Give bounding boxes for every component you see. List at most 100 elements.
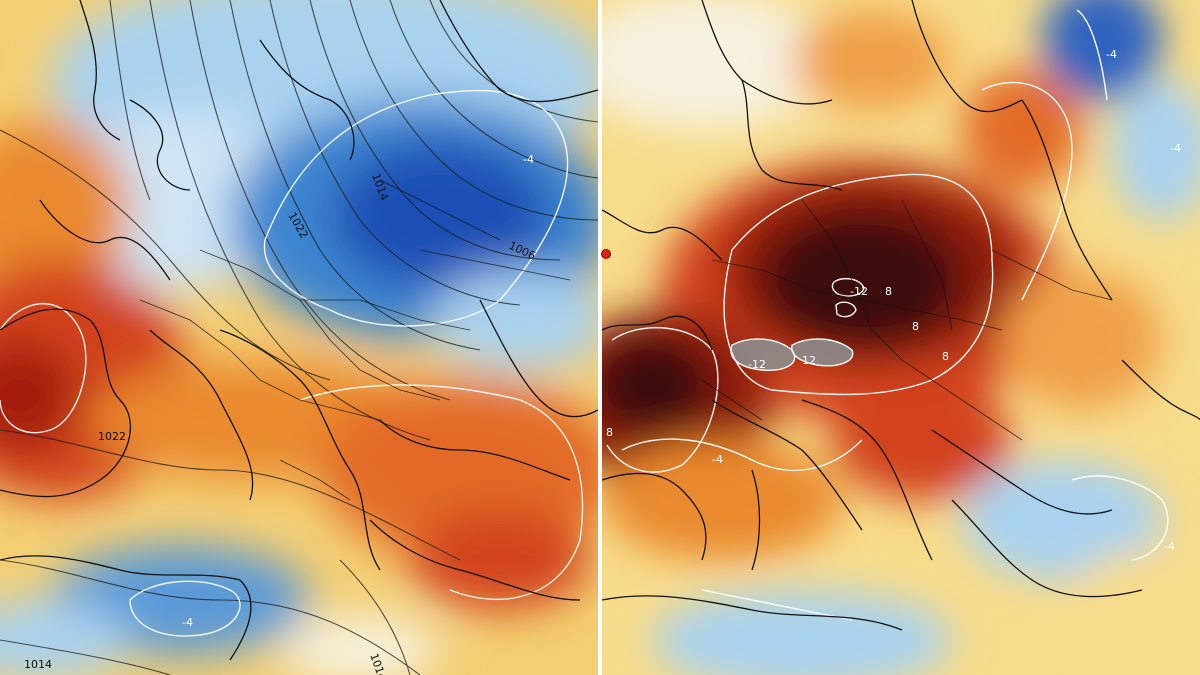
anomaly-contour-4-east <box>981 81 1073 301</box>
border-line <box>961 399 1023 441</box>
panel-divider <box>598 0 602 675</box>
coastline <box>602 209 723 261</box>
isobar-line <box>189 0 451 401</box>
anomaly-contour-8 <box>723 173 994 396</box>
coastline <box>229 579 252 661</box>
right-map-svg: -12 8 12 -12 8 8 8 -4 -4 -4 -4 <box>602 0 1200 675</box>
isobar-line <box>429 0 598 123</box>
anomaly-contour-neg4 <box>1071 475 1169 561</box>
coastline <box>259 39 355 161</box>
border-line <box>701 379 763 421</box>
left-anomaly-contours <box>0 89 584 637</box>
border-line <box>991 249 1113 301</box>
cool-area-southeast <box>962 460 1162 580</box>
coastline <box>1121 359 1200 421</box>
anomaly-contour-12 <box>730 338 796 372</box>
location-marker-icon <box>601 249 611 259</box>
coastline <box>219 329 381 571</box>
extreme-patch <box>791 338 853 366</box>
border-line <box>329 339 441 401</box>
hot-area-south-central <box>832 380 1012 500</box>
border-line <box>279 459 351 501</box>
cool-area-southwest <box>0 600 130 675</box>
anomaly-label: 8 <box>606 426 613 439</box>
isobar-label: 1022 <box>98 430 126 443</box>
left-borders <box>139 179 571 501</box>
coastline <box>149 329 254 501</box>
coastline <box>369 519 581 601</box>
left-isobars <box>0 0 598 675</box>
coastline <box>479 299 598 418</box>
extreme-patch <box>731 338 795 371</box>
anomaly-label: 8 <box>912 320 919 333</box>
cool-area-south <box>652 590 952 675</box>
mild-area-southeast <box>1072 550 1200 650</box>
right-anomaly-contours <box>606 9 1169 621</box>
coastline <box>741 79 843 191</box>
border-line <box>861 299 1003 331</box>
coastline <box>951 499 1143 598</box>
hot-area-turkey <box>410 510 590 610</box>
border-line <box>801 199 873 331</box>
hot-area-northeast <box>962 70 1082 190</box>
very-cold-core <box>330 140 550 290</box>
coastline <box>1021 99 1113 301</box>
border-line <box>379 179 501 241</box>
coastline <box>602 595 903 631</box>
anomaly-label: 12 <box>802 354 816 367</box>
right-coastlines <box>602 0 1200 631</box>
isobar-line <box>229 0 481 351</box>
coastline <box>911 0 1023 113</box>
coastline <box>711 399 863 531</box>
extreme-area-west <box>0 340 80 450</box>
coastline <box>602 315 713 351</box>
anomaly-contour-4 <box>621 438 863 472</box>
right-anomaly-field <box>602 0 1200 675</box>
coastline <box>379 419 571 481</box>
coastline <box>801 399 933 561</box>
anomaly-contour-warm-east <box>299 384 584 601</box>
right-borders <box>701 199 1113 441</box>
isobar-line <box>0 429 461 561</box>
anomaly-label: -12 <box>748 358 766 371</box>
left-map-svg: 1014 1022 1006 1014 1014 1022 -4 -4 <box>0 0 598 675</box>
isobar-line <box>0 639 171 675</box>
anomaly-contour-12 <box>835 301 857 318</box>
coastline <box>0 308 132 498</box>
anomaly-contour-8-west <box>606 327 719 473</box>
isobar-line <box>149 0 431 441</box>
anomaly-label: -4 <box>712 453 723 466</box>
anomaly-label: -12 <box>850 285 868 298</box>
border-line <box>871 329 963 401</box>
left-anomaly-field <box>0 0 598 675</box>
coastline <box>129 99 191 191</box>
coastline <box>931 429 1113 515</box>
cool-area-east <box>430 270 598 370</box>
isobar-line <box>349 0 598 221</box>
isobar-line <box>109 0 151 201</box>
cool-area-east <box>1112 80 1200 220</box>
coastline <box>79 0 121 141</box>
border-line <box>139 299 261 381</box>
extreme-area-west <box>602 335 712 435</box>
isobar-line <box>0 129 331 381</box>
isobar-label: 1014 <box>24 658 52 671</box>
temperature-anomaly-map-right: -12 8 12 -12 8 8 8 -4 -4 -4 -4 <box>602 0 1200 675</box>
anomaly-label: -4 <box>523 153 534 166</box>
anomaly-label: 8 <box>885 285 892 298</box>
right-extreme-patches <box>731 338 853 371</box>
coastline <box>602 472 707 561</box>
warm-area-west-north <box>0 120 130 300</box>
anomaly-contour-neg4 <box>1076 9 1108 101</box>
anomaly-label: -4 <box>182 616 193 629</box>
left-coastlines <box>0 0 598 661</box>
anomaly-label: -4 <box>1170 142 1181 155</box>
isobar-line <box>0 559 421 675</box>
isobar-line <box>339 559 411 675</box>
warm-area-north <box>792 10 952 110</box>
border-line <box>901 199 953 331</box>
border-line <box>711 259 863 301</box>
coastline <box>39 199 171 281</box>
anomaly-contour-12 <box>791 338 854 367</box>
